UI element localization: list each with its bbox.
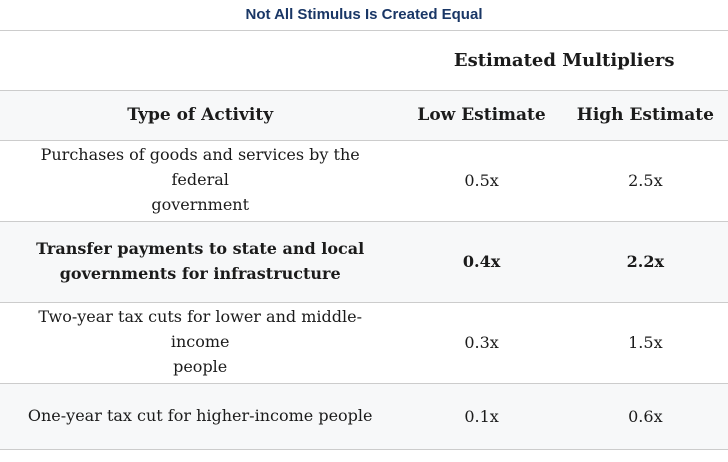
activity-cell: Transfer payments to state and local gov… bbox=[0, 221, 401, 303]
low-estimate-cell: 0.5x bbox=[400, 140, 563, 222]
activity-cell: One-year tax cut for higher-income peopl… bbox=[0, 383, 401, 450]
high-estimate-cell: 2.2x bbox=[562, 221, 728, 303]
col-header-high-estimate: High Estimate bbox=[562, 90, 728, 141]
group-header-row: Estimated Multipliers bbox=[0, 31, 728, 91]
column-header-row: Type of Activity Low Estimate High Estim… bbox=[0, 90, 728, 141]
activity-label: Two-year tax cuts for lower and middle-i… bbox=[38, 307, 362, 376]
activity-label: Purchases of goods and services by the f… bbox=[40, 145, 360, 214]
high-estimate-cell: 2.5x bbox=[562, 140, 728, 222]
low-estimate-cell: 0.1x bbox=[400, 383, 563, 450]
col-header-activity: Type of Activity bbox=[0, 90, 401, 141]
col-header-low-estimate: Low Estimate bbox=[400, 90, 563, 141]
high-estimate-cell: 0.6x bbox=[562, 383, 728, 450]
high-estimate-cell: 1.5x bbox=[562, 302, 728, 384]
low-estimate-cell: 0.3x bbox=[400, 302, 563, 384]
table-row-highlighted: Transfer payments to state and local gov… bbox=[0, 221, 728, 303]
multipliers-table: Estimated Multipliers Type of Activity L… bbox=[0, 31, 728, 450]
low-estimate-cell: 0.4x bbox=[400, 221, 563, 303]
activity-label: One-year tax cut for higher-income peopl… bbox=[27, 405, 373, 425]
table-row: Purchases of goods and services by the f… bbox=[0, 140, 728, 222]
activity-cell: Purchases of goods and services by the f… bbox=[0, 140, 401, 222]
page-title: Not All Stimulus Is Created Equal bbox=[0, 0, 728, 31]
group-header-label: Estimated Multipliers bbox=[400, 31, 728, 91]
activity-label: Transfer payments to state and local gov… bbox=[36, 238, 365, 283]
activity-cell: Two-year tax cuts for lower and middle-i… bbox=[0, 302, 401, 384]
table-row: Two-year tax cuts for lower and middle-i… bbox=[0, 302, 728, 384]
table-row: One-year tax cut for higher-income peopl… bbox=[0, 383, 728, 450]
group-header-spacer bbox=[0, 31, 401, 91]
